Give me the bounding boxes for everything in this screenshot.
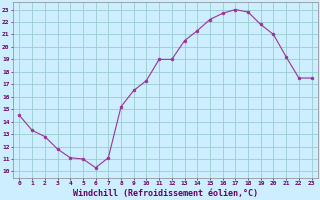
X-axis label: Windchill (Refroidissement éolien,°C): Windchill (Refroidissement éolien,°C) [73, 189, 258, 198]
